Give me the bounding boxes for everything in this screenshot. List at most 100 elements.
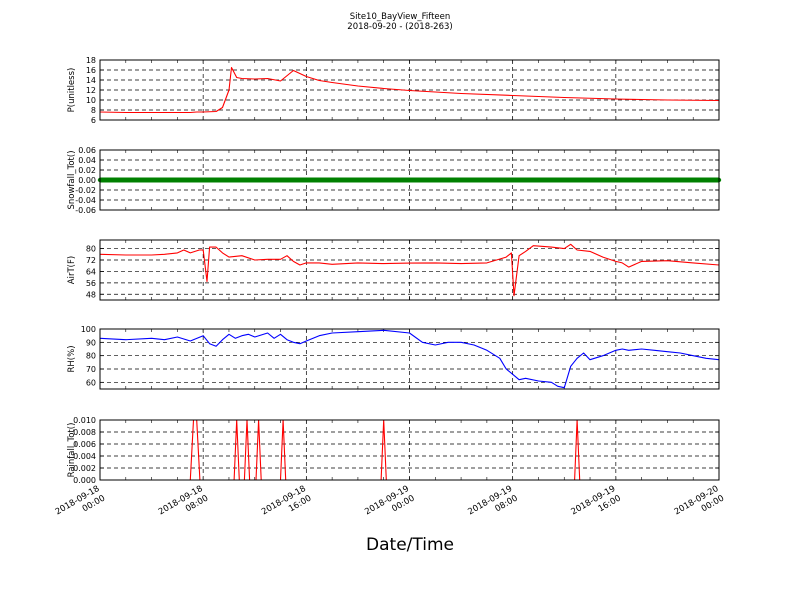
series-marker bbox=[645, 177, 651, 183]
series-marker bbox=[465, 177, 470, 183]
series-marker bbox=[632, 177, 638, 183]
y-tick-label: 70 bbox=[86, 365, 96, 374]
series-marker bbox=[620, 177, 625, 183]
series-marker bbox=[355, 177, 361, 183]
y-tick-label: 90 bbox=[86, 338, 96, 347]
y-axis-label: RH(%) bbox=[67, 345, 77, 372]
y-tick-label: 56 bbox=[86, 279, 96, 288]
series-marker bbox=[258, 177, 264, 183]
series-marker bbox=[587, 177, 593, 183]
series-marker bbox=[555, 177, 561, 183]
y-axis-label: P(unitless) bbox=[67, 68, 77, 113]
series-marker bbox=[207, 177, 212, 183]
series-marker bbox=[104, 177, 109, 183]
series-marker bbox=[323, 177, 328, 183]
series-marker bbox=[497, 177, 502, 183]
series-marker bbox=[130, 177, 135, 183]
series-marker bbox=[381, 177, 386, 183]
series-marker bbox=[368, 177, 374, 183]
y-tick-label: 0.004 bbox=[73, 452, 96, 461]
series-marker bbox=[375, 177, 380, 183]
y-tick-label: 0.000 bbox=[73, 476, 96, 485]
plot-frame bbox=[99, 328, 720, 390]
series-marker bbox=[213, 177, 219, 183]
series-marker bbox=[471, 177, 477, 183]
y-tick-label: 64 bbox=[86, 267, 96, 276]
series-marker bbox=[600, 177, 606, 183]
series-marker bbox=[188, 177, 193, 183]
series-marker bbox=[703, 177, 709, 183]
series-line bbox=[99, 66, 720, 114]
series-line bbox=[99, 243, 720, 297]
series-marker bbox=[162, 177, 167, 183]
series-line bbox=[99, 329, 720, 389]
y-axis-label: AirT(F) bbox=[67, 256, 77, 284]
series-marker bbox=[136, 177, 141, 183]
series-marker bbox=[278, 177, 283, 183]
y-tick-label: -0.02 bbox=[75, 186, 96, 195]
series-marker bbox=[639, 177, 644, 183]
y-tick-label: 48 bbox=[86, 290, 96, 299]
series-marker bbox=[652, 177, 657, 183]
series-marker bbox=[445, 177, 451, 183]
series-marker bbox=[317, 177, 322, 183]
series-marker bbox=[549, 177, 554, 183]
series-marker bbox=[297, 177, 303, 183]
series-marker bbox=[665, 177, 670, 183]
y-tick-label: 6 bbox=[91, 116, 96, 125]
y-tick-label: 60 bbox=[86, 378, 96, 387]
series-marker bbox=[336, 177, 341, 183]
series-marker bbox=[491, 177, 496, 183]
series-marker bbox=[426, 177, 432, 183]
series-marker bbox=[407, 177, 412, 183]
series-marker bbox=[542, 177, 548, 183]
series-marker bbox=[239, 177, 245, 183]
series-marker bbox=[387, 177, 393, 183]
series-marker bbox=[433, 177, 438, 183]
series-marker bbox=[516, 177, 522, 183]
series-marker bbox=[394, 177, 399, 183]
x-axis-label: Date/Time bbox=[366, 535, 454, 555]
series-marker bbox=[671, 177, 677, 183]
series-marker bbox=[484, 177, 490, 183]
series-marker bbox=[523, 177, 528, 183]
series-marker bbox=[175, 177, 180, 183]
y-tick-label: 18 bbox=[86, 56, 96, 65]
series-marker bbox=[536, 177, 541, 183]
series-marker bbox=[200, 177, 206, 183]
series-marker bbox=[123, 177, 128, 183]
y-tick-label: 0.006 bbox=[73, 440, 96, 449]
y-tick-label: 0.02 bbox=[78, 166, 96, 175]
series-marker bbox=[342, 177, 348, 183]
series-marker bbox=[304, 177, 309, 183]
series-marker bbox=[142, 177, 148, 183]
series-marker bbox=[149, 177, 154, 183]
y-tick-label: 12 bbox=[86, 86, 96, 95]
series-marker bbox=[529, 177, 535, 183]
y-tick-label: 8 bbox=[91, 106, 96, 115]
series-marker bbox=[226, 177, 232, 183]
y-axis-label: Rainfall_Tot() bbox=[67, 423, 77, 478]
series-marker bbox=[246, 177, 251, 183]
y-tick-label: 0.008 bbox=[73, 428, 96, 437]
y-tick-label: 100 bbox=[81, 325, 96, 334]
series-marker bbox=[626, 177, 631, 183]
series-marker bbox=[568, 177, 573, 183]
series-marker bbox=[697, 177, 702, 183]
series-marker bbox=[329, 177, 335, 183]
series-marker bbox=[194, 177, 199, 183]
plot-frame bbox=[99, 419, 720, 481]
series-marker bbox=[574, 177, 580, 183]
series-marker bbox=[458, 177, 464, 183]
series-marker bbox=[220, 177, 225, 183]
series-marker bbox=[439, 177, 444, 183]
panel-3: 60 70 80 90 100 RH(%) bbox=[67, 325, 720, 390]
series-marker bbox=[594, 177, 599, 183]
series-marker bbox=[504, 177, 509, 183]
